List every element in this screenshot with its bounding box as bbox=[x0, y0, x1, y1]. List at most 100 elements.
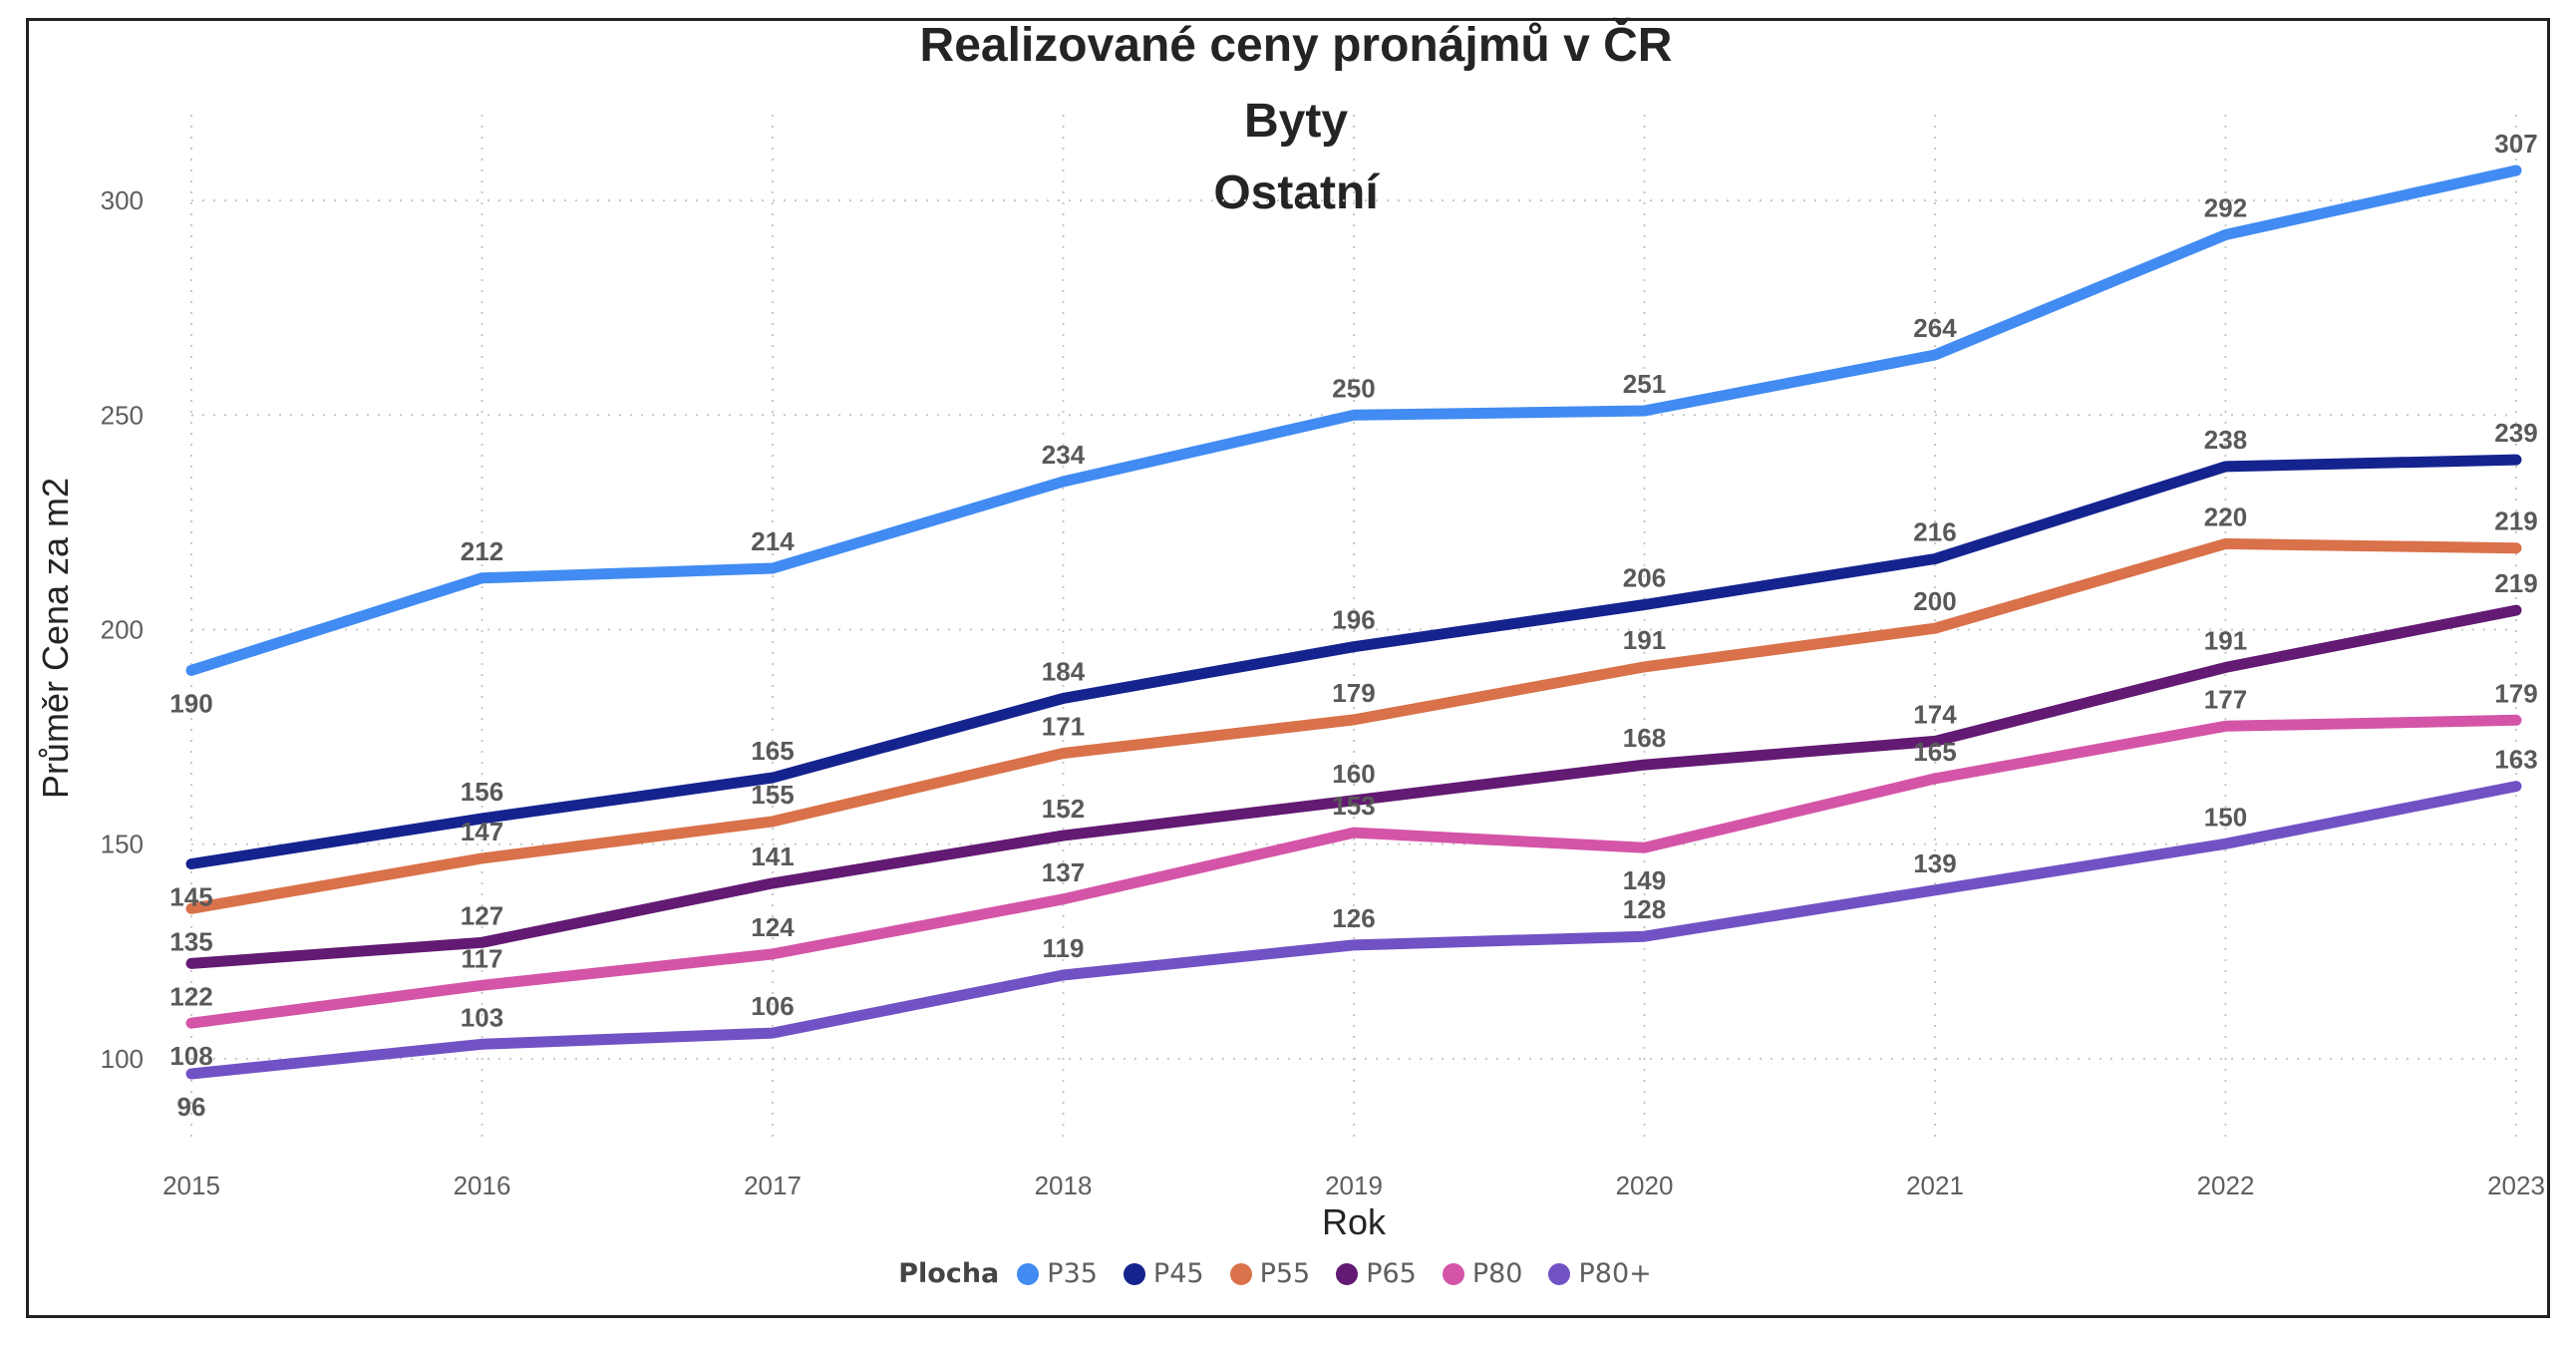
legend-item-P80[interactable]: P80 bbox=[1442, 1258, 1523, 1289]
data-label: 135 bbox=[169, 926, 212, 956]
y-tick-label: 100 bbox=[101, 1044, 144, 1074]
data-label: 190 bbox=[169, 688, 212, 718]
legend-marker-icon bbox=[1442, 1262, 1464, 1285]
data-label: 96 bbox=[177, 1092, 206, 1122]
data-label: 152 bbox=[1042, 794, 1085, 824]
legend-item-P80+[interactable]: P80+ bbox=[1548, 1258, 1652, 1289]
data-label: 220 bbox=[2204, 502, 2247, 531]
data-label: 206 bbox=[1623, 563, 1666, 593]
data-label: 219 bbox=[2494, 568, 2537, 598]
data-label: 307 bbox=[2494, 129, 2537, 159]
data-label: 119 bbox=[1043, 933, 1085, 963]
data-label: 174 bbox=[1913, 699, 1957, 729]
data-label: 200 bbox=[1913, 586, 1956, 616]
data-label: 165 bbox=[751, 736, 794, 766]
data-label: 160 bbox=[1332, 759, 1375, 789]
legend-label: P80 bbox=[1471, 1258, 1523, 1289]
legend-item-P65[interactable]: P65 bbox=[1336, 1258, 1417, 1289]
data-label: 251 bbox=[1623, 369, 1666, 399]
data-label: 264 bbox=[1913, 313, 1957, 343]
series-line-P65 bbox=[185, 604, 2522, 969]
data-label: 216 bbox=[1913, 516, 1956, 546]
data-label: 191 bbox=[1623, 625, 1666, 655]
legend-marker-icon bbox=[1336, 1262, 1359, 1285]
data-label: 212 bbox=[461, 536, 503, 566]
data-label: 153 bbox=[1332, 791, 1375, 821]
data-label: 117 bbox=[462, 943, 503, 973]
legend-marker-icon bbox=[1123, 1262, 1145, 1285]
data-label: 238 bbox=[2204, 425, 2247, 455]
data-label: 137 bbox=[1042, 857, 1085, 887]
data-label: 141 bbox=[751, 841, 794, 871]
legend-item-P45[interactable]: P45 bbox=[1123, 1258, 1204, 1289]
legend-marker-icon bbox=[1017, 1262, 1040, 1285]
x-tick-label: 2021 bbox=[1906, 1171, 1964, 1200]
data-label: 163 bbox=[2494, 745, 2537, 775]
data-label: 124 bbox=[751, 912, 795, 942]
data-label: 145 bbox=[169, 882, 212, 912]
data-label: 239 bbox=[2494, 418, 2537, 448]
series-line-P80+ bbox=[185, 781, 2522, 1080]
y-axis-title: Průměr Cena za m2 bbox=[35, 478, 76, 799]
legend-title: Plocha bbox=[898, 1258, 1000, 1289]
data-label: 103 bbox=[461, 1002, 503, 1032]
data-label: 150 bbox=[2204, 802, 2247, 832]
legend-label: P45 bbox=[1152, 1258, 1204, 1289]
data-label: 184 bbox=[1042, 656, 1086, 686]
data-label: 126 bbox=[1332, 903, 1375, 933]
data-label: 155 bbox=[751, 780, 794, 810]
legend: Plocha P35 P45 P55 P65 P80 P80+ bbox=[0, 1258, 2576, 1289]
legend-item-P35[interactable]: P35 bbox=[1017, 1258, 1098, 1289]
data-label: 250 bbox=[1332, 373, 1375, 403]
data-label: 234 bbox=[1042, 440, 1086, 470]
y-tick-label: 200 bbox=[101, 615, 144, 645]
chart-subtitle-1: Byty bbox=[1243, 95, 1349, 148]
data-label: 106 bbox=[751, 991, 794, 1021]
data-label: 122 bbox=[169, 981, 212, 1011]
series-line-P45 bbox=[185, 454, 2522, 869]
data-label: 156 bbox=[461, 777, 503, 807]
data-label: 139 bbox=[1913, 848, 1956, 878]
legend-label: P55 bbox=[1259, 1258, 1311, 1289]
legend-label: P35 bbox=[1047, 1258, 1098, 1289]
data-label: 292 bbox=[2204, 193, 2247, 223]
data-label: 214 bbox=[751, 526, 795, 556]
legend-marker-icon bbox=[1548, 1262, 1571, 1285]
x-tick-label: 2015 bbox=[162, 1171, 220, 1200]
data-label: 179 bbox=[2494, 678, 2537, 708]
data-label: 128 bbox=[1623, 894, 1666, 924]
y-tick-label: 250 bbox=[101, 400, 144, 430]
y-tick-label: 300 bbox=[101, 185, 144, 215]
legend-items: P35 P45 P55 P65 P80 P80+ bbox=[1017, 1258, 1677, 1289]
data-label: 177 bbox=[2204, 684, 2247, 714]
x-tick-label: 2017 bbox=[744, 1171, 802, 1200]
x-tick-label: 2019 bbox=[1325, 1171, 1383, 1200]
legend-marker-icon bbox=[1229, 1262, 1252, 1285]
legend-label: P80+ bbox=[1578, 1258, 1652, 1289]
chart-subtitle-2: Ostatní bbox=[1213, 167, 1379, 219]
data-label: 149 bbox=[1623, 865, 1666, 895]
data-label: 108 bbox=[169, 1041, 212, 1071]
chart-title: Realizované ceny pronájmů v ČR bbox=[919, 19, 1673, 72]
series-line-P35 bbox=[185, 165, 2522, 676]
y-tick-label: 150 bbox=[101, 830, 144, 859]
data-label: 171 bbox=[1042, 711, 1085, 741]
data-label: 219 bbox=[2494, 506, 2537, 536]
data-label: 147 bbox=[461, 817, 503, 846]
x-tick-label: 2018 bbox=[1035, 1171, 1093, 1200]
x-tick-label: 2016 bbox=[454, 1171, 511, 1200]
data-label: 191 bbox=[2204, 625, 2247, 655]
series-line-P55 bbox=[185, 537, 2522, 914]
x-tick-label: 2023 bbox=[2487, 1171, 2545, 1200]
chart-frame bbox=[26, 18, 2550, 1318]
data-label: 127 bbox=[461, 900, 503, 930]
legend-label: P65 bbox=[1366, 1258, 1417, 1289]
data-label: 165 bbox=[1913, 737, 1956, 767]
series-line-P80 bbox=[185, 714, 2522, 1029]
data-label: 196 bbox=[1332, 605, 1375, 635]
x-tick-label: 2020 bbox=[1616, 1171, 1674, 1200]
legend-item-P55[interactable]: P55 bbox=[1229, 1258, 1311, 1289]
data-label: 179 bbox=[1332, 678, 1375, 708]
data-label: 168 bbox=[1623, 723, 1666, 753]
